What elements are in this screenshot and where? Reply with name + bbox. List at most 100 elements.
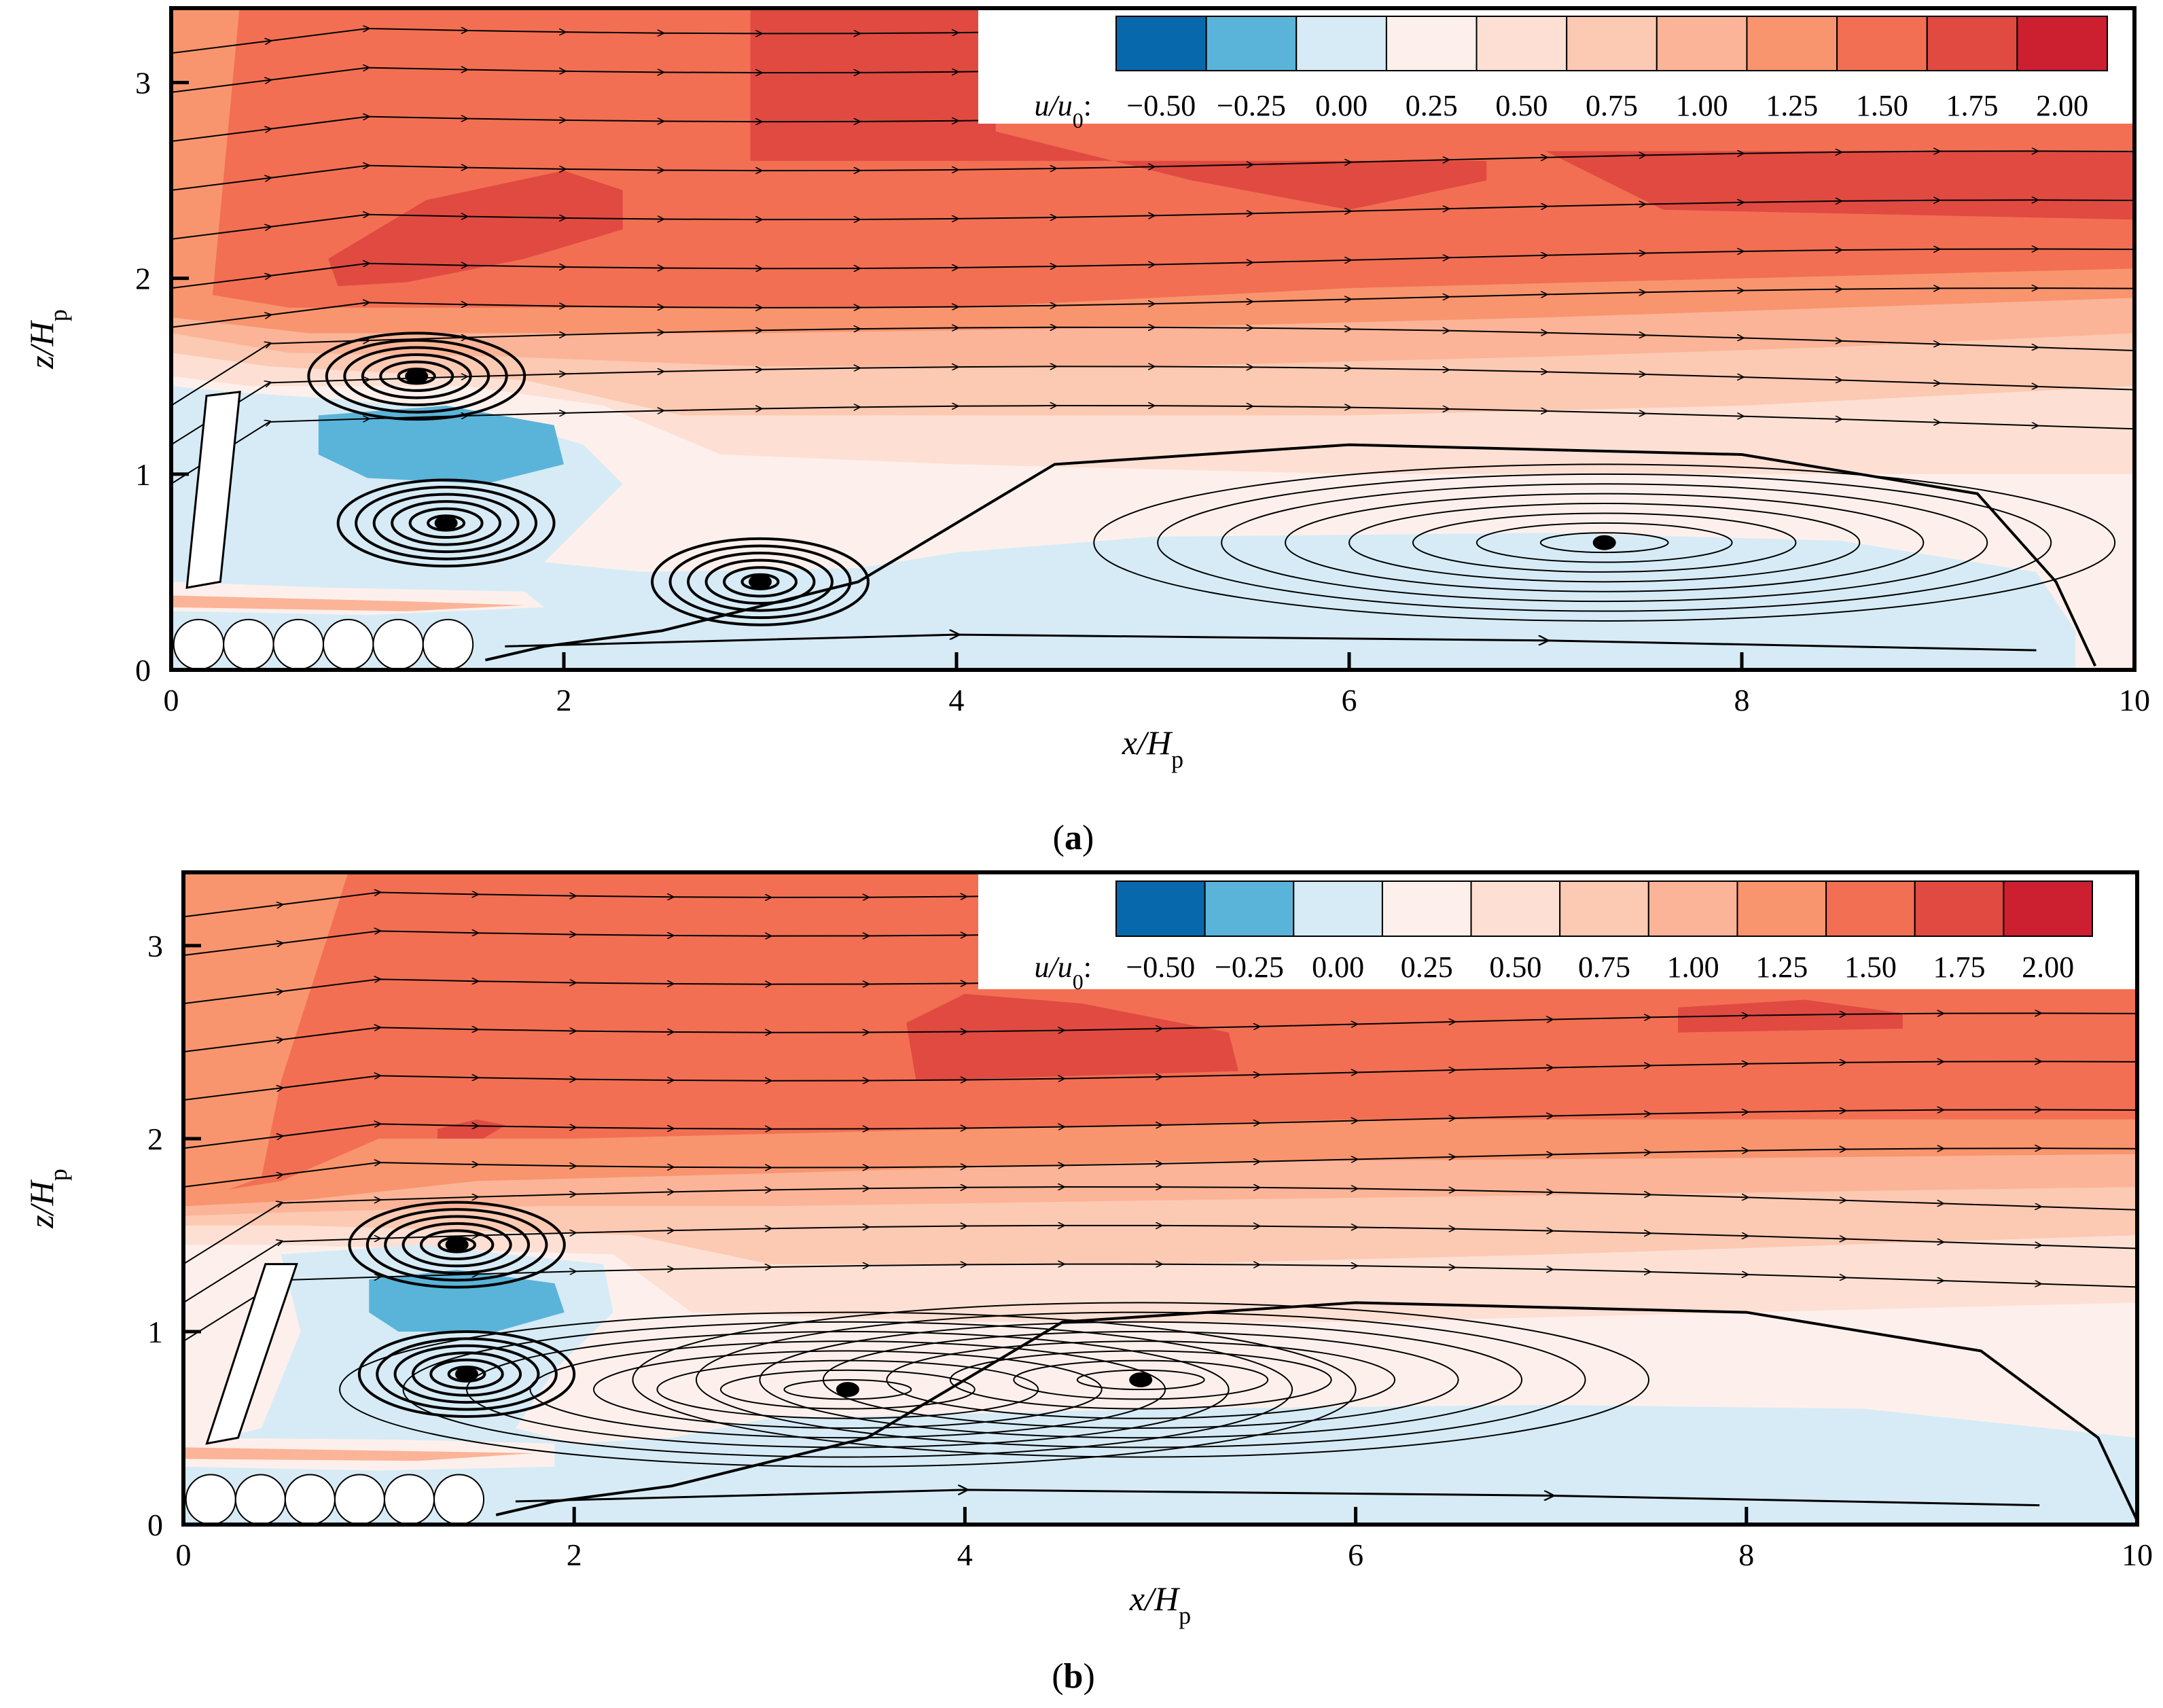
vortex-ring [336,478,556,568]
y-axis-label: z/Hp [22,309,72,369]
colorbar-swatch [1476,16,1568,71]
colorbar-tick-label: 0.00 [1315,89,1367,122]
y-tick-label: 2 [147,1122,163,1156]
streamline [171,200,2134,241]
colorbar-tick-label: 0.25 [1406,89,1458,122]
colorbar-swatch [1926,16,2018,71]
colorbar-tick-label: 1.00 [1676,89,1728,122]
y-tick-label: 2 [135,262,151,296]
vortex-ring [783,1378,912,1400]
ground-roughness-element [422,618,474,670]
recirculation-boundary [484,443,2097,667]
vortex-ring [1539,532,1669,554]
vortex-ring [348,1200,566,1289]
vortex-ring [651,537,870,626]
streamline [505,635,2037,652]
colorbar-swatch [1647,880,1738,937]
x-tick-label: 8 [1738,1537,1754,1572]
ground-roughness-element [383,1474,435,1525]
vortex-ring [343,346,490,407]
ground-roughness-element [173,618,225,670]
vortex-ring [391,500,502,546]
colorbar-tick-label: −0.25 [1215,950,1284,984]
vortex-ring [419,1229,495,1260]
vortex-ring [393,1344,540,1404]
ground-roughness-element [272,618,324,670]
x-tick-label: 6 [1348,1537,1363,1572]
streamline [171,406,2134,485]
vortex-ring [307,332,526,421]
vortex-ring [704,558,816,605]
streamline [171,366,2134,446]
vortex-ring [339,1311,1357,1467]
colorbar-swatch [1914,880,2005,937]
vortex-ring [723,566,798,598]
vortex-ring [719,1369,976,1410]
vortex-ring [365,1208,548,1282]
vortex-core [434,515,458,531]
streamline [183,1061,2137,1101]
vortex-ring [886,1340,1396,1419]
colorbar-swatch [1836,16,1928,71]
vortex-ring [632,1302,1649,1458]
colorbar-tick-label: 2.00 [2036,89,2088,122]
colorbar-swatch [2016,16,2108,71]
y-tick-label: 3 [135,66,151,101]
x-axis-label: x/Hp [1129,1580,1191,1629]
recirculation-boundary [495,1301,2137,1522]
ground-roughness-element [334,1474,385,1525]
vortex-ring [822,1330,1459,1429]
vortex-ring [1285,493,1925,592]
streamline [171,288,2134,328]
x-tick-label: 4 [949,683,965,717]
x-tick-label: 2 [556,683,572,717]
ground-roughness-element [372,618,424,670]
plot-frame [181,870,2139,1527]
streamline [183,1148,2137,1188]
streamline [183,1109,2137,1150]
contour-band [183,1245,2137,1525]
vortex-ring [687,552,834,612]
vortex-ring [384,1215,531,1275]
vortex-ring [695,1311,1586,1448]
y-tick-label: 0 [135,653,151,688]
vortex-ring [411,1351,522,1397]
vortex-ring [325,338,508,414]
vortex-core [1592,535,1616,550]
ground-roughness-element [223,618,274,670]
x-tick-label: 10 [2122,1537,2153,1572]
vortex-ring [1013,1359,1269,1400]
colorbar-tick-label: −0.50 [1126,89,1196,122]
colorbar-tick-label: 0.75 [1578,950,1630,984]
colorbar-tick-label: 1.75 [1946,89,1999,122]
x-tick-label: 8 [1734,683,1750,717]
colorbar-swatch [1115,16,1207,71]
x-tick-label: 4 [957,1537,973,1572]
colorbar-tick-label: 2.00 [2022,950,2074,984]
vortex-core [1129,1372,1153,1387]
contour-band [171,386,2076,670]
colorbar-tick-label: 0.25 [1401,950,1453,984]
x-axis-label: x/Hp [1122,724,1183,773]
panel-caption: (a) [1053,819,1094,857]
panel-a: 0 2 4 6 8 10 0 1 2 3 x/Hp z/Hp −0.50 −0.25 0.00 0.25 0.5… [22,6,2150,857]
streamlines [171,14,2134,667]
colorbar-swatch [1736,880,1827,937]
porous-fence [185,391,241,589]
colorbar-swatch [1115,880,1206,937]
colorbar-swatch [1293,880,1383,937]
colorbar-tick-label: 1.50 [1856,89,1908,122]
colorbar-tick-label: 1.00 [1667,950,1719,984]
y-tick-label: 0 [147,1508,163,1542]
streamline [183,1187,2137,1265]
vortex-ring [656,1359,1039,1419]
vortex-ring [592,1350,1103,1429]
colorbar-swatch [1566,16,1658,71]
panel-b: 0 2 4 6 8 10 0 1 2 3 x/Hp z/Hp −0.50 −0.25 0.00 0.25 0.5… [22,870,2153,1696]
streamline [171,249,2134,289]
colorbar-tick-label: 1.50 [1844,950,1897,984]
colorbar-tick-label: 1.25 [1755,950,1808,984]
streamline [515,1490,2040,1507]
colorbar-swatch [1295,16,1387,71]
